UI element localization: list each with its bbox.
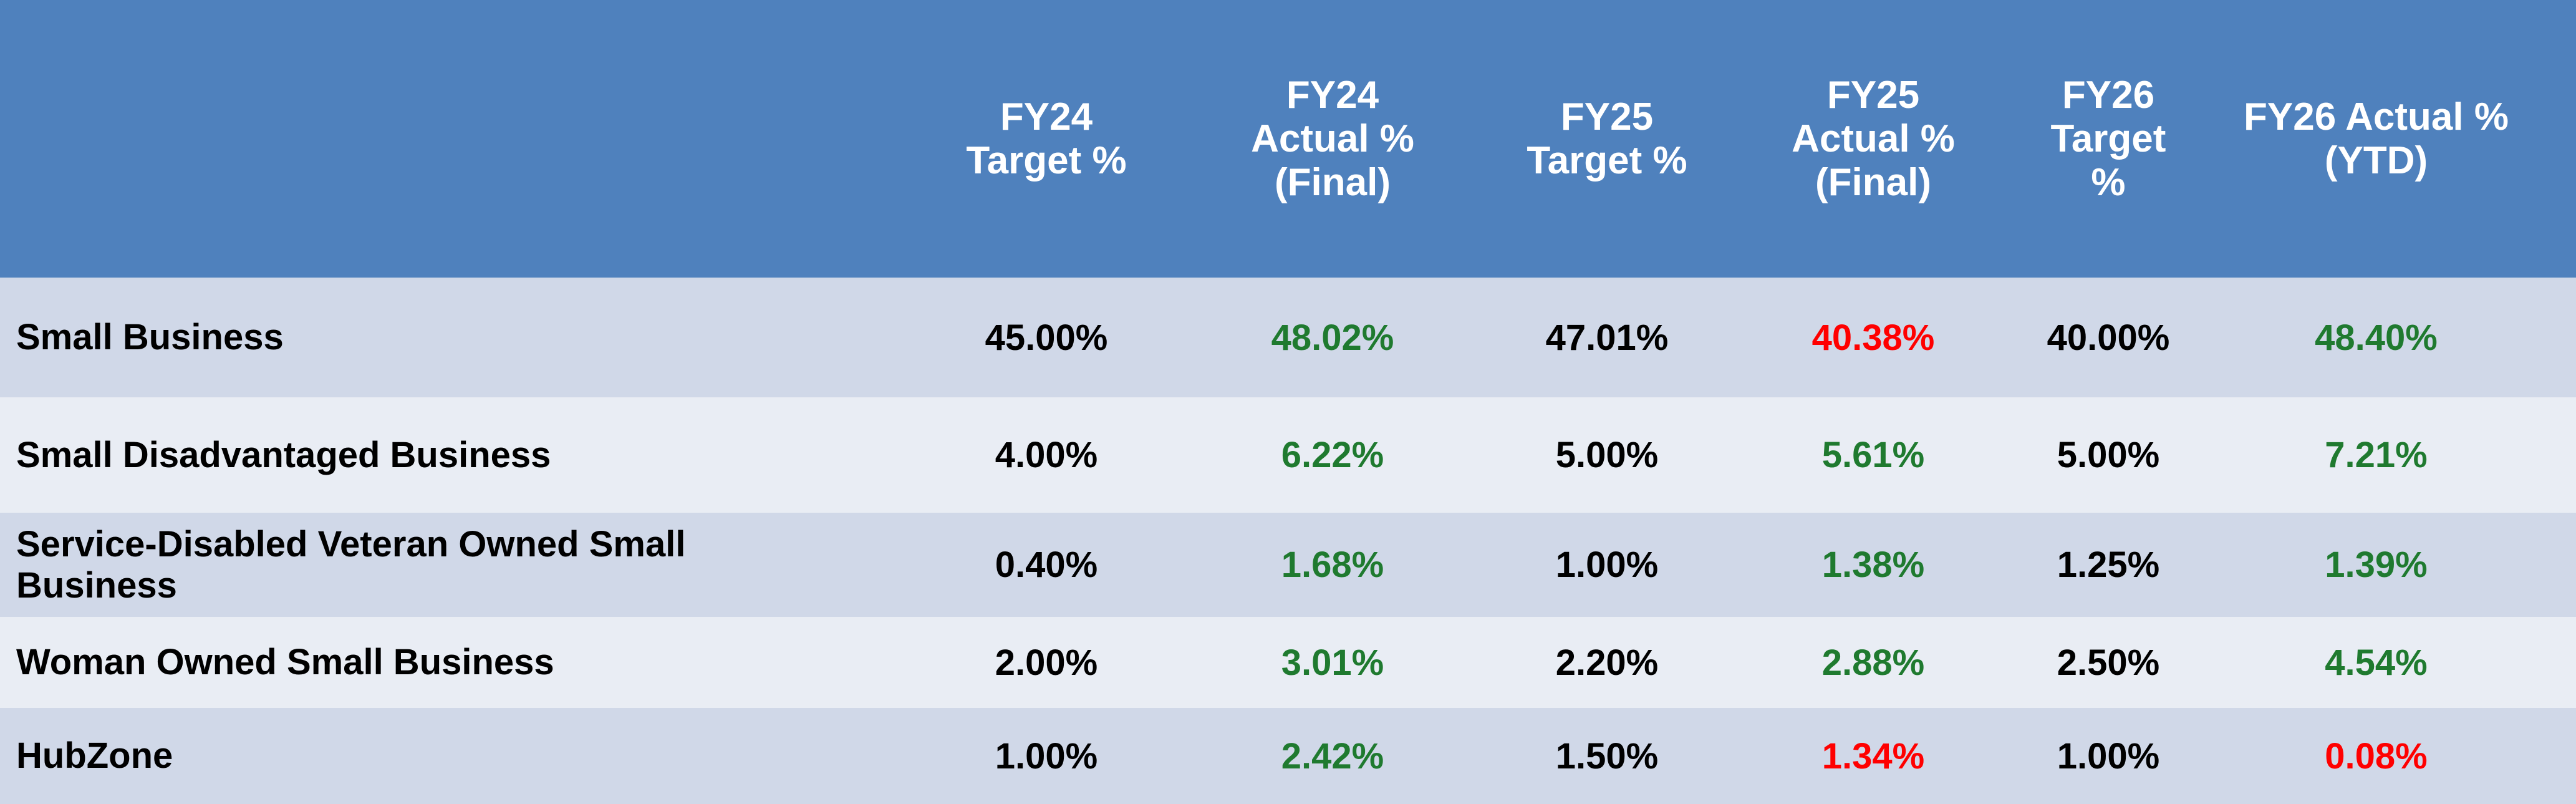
value-cell: 1.00% <box>995 735 1098 777</box>
value-cell: 5.61% <box>1821 435 1925 475</box>
value-cell: 40.00% <box>2047 317 2170 358</box>
row-label: HubZone <box>16 735 173 776</box>
table-row: Service-Disabled Veteran Owned Small Bus… <box>0 513 2576 617</box>
value-cell: 1.68% <box>1281 545 1384 585</box>
row-label: Small Business <box>16 317 284 357</box>
header-cell: FY26 Target % <box>2050 73 2166 204</box>
header-cell: FY24 Actual % (Final) <box>1251 73 1414 204</box>
value-cell: 1.00% <box>2057 735 2160 777</box>
table-row: Small Disadvantaged Business 4.00% 6.22% 5.… <box>0 397 2576 513</box>
value-cell: 2.50% <box>2057 642 2160 683</box>
value-cell: 0.40% <box>995 545 1098 585</box>
value-cell: 5.00% <box>1555 435 1659 475</box>
value-cell: 40.38% <box>1811 317 1935 358</box>
value-cell: 5.00% <box>2057 435 2160 475</box>
header-cell: FY26 Actual % (YTD) <box>2244 95 2509 182</box>
value-cell: 4.54% <box>2325 642 2428 683</box>
value-cell: 1.34% <box>1821 735 1925 777</box>
value-cell: 1.38% <box>1821 545 1925 585</box>
value-cell: 1.50% <box>1555 735 1659 777</box>
value-cell: 0.08% <box>2325 735 2428 777</box>
value-cell: 48.40% <box>2315 317 2438 358</box>
header-cell: FY25 Target % <box>1527 95 1687 182</box>
value-cell: 2.42% <box>1281 735 1384 777</box>
value-cell: 1.00% <box>1555 545 1659 585</box>
value-cell: 1.25% <box>2057 545 2160 585</box>
header-cell: FY24 Target % <box>966 95 1127 182</box>
header-row: FY24 Target % FY24 Actual % (Final) FY25 T… <box>0 0 2576 278</box>
value-cell: 48.02% <box>1271 317 1394 358</box>
value-cell: 1.39% <box>2325 545 2428 585</box>
table-row: Woman Owned Small Business 2.00% 3.01% 2.20… <box>0 617 2576 708</box>
table-row: Small Business 45.00% 48.02% 47.01% 40.38% 40… <box>0 278 2576 397</box>
value-cell: 2.20% <box>1555 642 1659 683</box>
header-cell: FY25 Actual % (Final) <box>1792 73 1955 204</box>
row-label: Woman Owned Small Business <box>16 642 554 682</box>
row-label: Service-Disabled Veteran Owned Small Bus… <box>16 523 686 606</box>
value-cell: 45.00% <box>985 317 1108 358</box>
value-cell: 2.88% <box>1821 642 1925 683</box>
value-cell: 2.00% <box>995 642 1098 683</box>
value-cell: 47.01% <box>1545 317 1669 358</box>
row-label: Small Disadvantaged Business <box>16 434 551 475</box>
header-category <box>0 0 935 278</box>
table-body: Small Business 45.00% 48.02% 47.01% 40.38% 40… <box>0 278 2576 804</box>
value-cell: 7.21% <box>2325 435 2428 475</box>
value-cell: 6.22% <box>1281 435 1384 475</box>
value-cell: 4.00% <box>995 435 1098 475</box>
value-cell: 3.01% <box>1281 642 1384 683</box>
table-row: HubZone 1.00% 2.42% 1.50% 1.34% 1.00% 0.08% <box>0 708 2576 804</box>
